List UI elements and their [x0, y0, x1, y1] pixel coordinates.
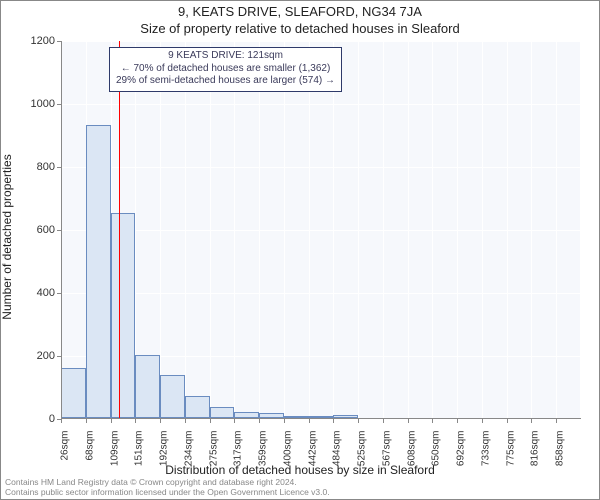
x-tick-label: 275sqm [208, 431, 219, 475]
x-tick-mark [358, 419, 359, 423]
x-tick-label: 68sqm [84, 431, 95, 475]
footer-attribution: Contains HM Land Registry data © Crown c… [5, 478, 330, 498]
x-tick-mark [507, 419, 508, 423]
x-tick-label: 775sqm [505, 431, 516, 475]
annotation-line2: ← 70% of detached houses are smaller (1,… [116, 63, 335, 76]
v-gridline [309, 41, 310, 419]
y-tick-label: 0 [15, 413, 55, 425]
x-tick-label: 816sqm [530, 431, 541, 475]
x-tick-label: 234sqm [183, 431, 194, 475]
h-gridline [61, 104, 581, 105]
y-tick-label: 400 [15, 287, 55, 299]
x-tick-label: 400sqm [282, 431, 293, 475]
x-tick-mark [61, 419, 62, 423]
x-tick-label: 151sqm [134, 431, 145, 475]
y-tick-label: 200 [15, 350, 55, 362]
x-tick-mark [408, 419, 409, 423]
chart-container: 9, KEATS DRIVE, SLEAFORD, NG34 7JA Size … [0, 0, 600, 500]
v-gridline [358, 41, 359, 419]
v-gridline [185, 41, 186, 419]
x-tick-label: 317sqm [233, 431, 244, 475]
y-tick-label: 1000 [15, 98, 55, 110]
v-gridline [234, 41, 235, 419]
histogram-bar [135, 355, 160, 418]
x-tick-mark [333, 419, 334, 423]
x-tick-mark [309, 419, 310, 423]
plot-area [61, 41, 581, 419]
v-gridline [432, 41, 433, 419]
h-gridline [61, 293, 581, 294]
y-tick-label: 600 [15, 224, 55, 236]
x-axis-line [61, 418, 581, 419]
x-tick-mark [556, 419, 557, 423]
x-tick-label: 26sqm [60, 431, 71, 475]
annotation-box: 9 KEATS DRIVE: 121sqm ← 70% of detached … [109, 47, 342, 92]
x-tick-label: 109sqm [109, 431, 120, 475]
v-gridline [457, 41, 458, 419]
x-tick-mark [284, 419, 285, 423]
v-gridline [210, 41, 211, 419]
v-gridline [259, 41, 260, 419]
v-gridline [408, 41, 409, 419]
histogram-bar [160, 375, 185, 418]
x-tick-mark [432, 419, 433, 423]
x-tick-mark [482, 419, 483, 423]
histogram-bar [185, 396, 210, 418]
v-gridline [482, 41, 483, 419]
v-gridline [160, 41, 161, 419]
v-gridline [284, 41, 285, 419]
histogram-bar [86, 125, 111, 418]
y-axis-line [61, 41, 62, 419]
property-marker-line [119, 41, 121, 419]
x-tick-label: 650sqm [431, 431, 442, 475]
y-tick-label: 800 [15, 161, 55, 173]
v-gridline [383, 41, 384, 419]
x-tick-label: 442sqm [307, 431, 318, 475]
x-tick-mark [259, 419, 260, 423]
histogram-bar [210, 407, 235, 418]
x-tick-mark [457, 419, 458, 423]
x-tick-label: 359sqm [258, 431, 269, 475]
x-tick-mark [135, 419, 136, 423]
v-gridline [507, 41, 508, 419]
x-tick-mark [234, 419, 235, 423]
v-gridline [531, 41, 532, 419]
annotation-line3: 29% of semi-detached houses are larger (… [116, 75, 335, 88]
x-tick-mark [383, 419, 384, 423]
v-gridline [556, 41, 557, 419]
chart-title-address: 9, KEATS DRIVE, SLEAFORD, NG34 7JA [1, 4, 599, 19]
x-tick-mark [210, 419, 211, 423]
x-tick-label: 608sqm [406, 431, 417, 475]
x-tick-mark [111, 419, 112, 423]
x-tick-label: 567sqm [381, 431, 392, 475]
x-tick-mark [160, 419, 161, 423]
x-tick-mark [86, 419, 87, 423]
h-gridline [61, 230, 581, 231]
x-tick-label: 525sqm [357, 431, 368, 475]
x-tick-label: 858sqm [555, 431, 566, 475]
histogram-bar [111, 213, 136, 418]
annotation-line1: 9 KEATS DRIVE: 121sqm [116, 50, 335, 63]
y-tick-label: 1200 [15, 35, 55, 47]
x-tick-label: 192sqm [159, 431, 170, 475]
chart-subtitle: Size of property relative to detached ho… [1, 21, 599, 36]
v-gridline [580, 41, 581, 419]
v-gridline [333, 41, 334, 419]
x-tick-label: 733sqm [480, 431, 491, 475]
footer-line2: Contains public sector information licen… [5, 488, 330, 498]
x-tick-mark [185, 419, 186, 423]
y-axis-label: Number of detached properties [0, 154, 14, 319]
x-tick-label: 692sqm [456, 431, 467, 475]
h-gridline [61, 419, 581, 420]
h-gridline [61, 41, 581, 42]
histogram-bar [61, 368, 86, 418]
x-tick-label: 484sqm [332, 431, 343, 475]
h-gridline [61, 167, 581, 168]
x-tick-mark [531, 419, 532, 423]
